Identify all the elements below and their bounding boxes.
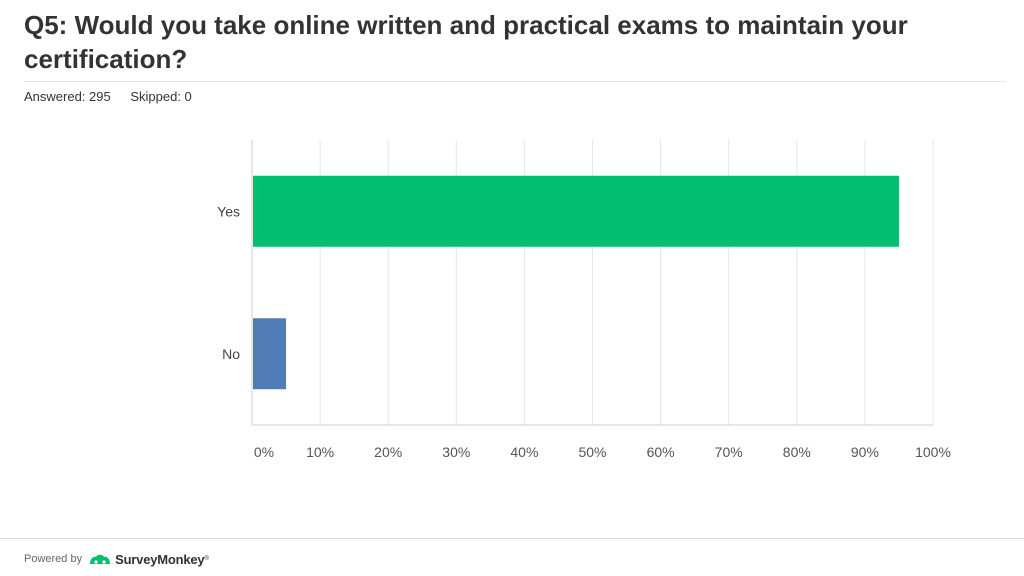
x-tick-label: 30% <box>442 444 470 460</box>
question-title: Q5: Would you take online written and pr… <box>24 10 908 74</box>
trademark-mark: ® <box>204 556 209 562</box>
footer: Powered by SurveyMonkey ® <box>24 548 209 570</box>
surveymonkey-icon <box>90 554 111 564</box>
brand-name: SurveyMonkey <box>115 551 205 567</box>
header-divider <box>24 81 1006 82</box>
answered-count: Answered: 295 <box>24 89 111 104</box>
x-tick-label: 70% <box>715 444 743 460</box>
surveymonkey-logo[interactable]: SurveyMonkey ® <box>88 551 209 567</box>
powered-by-label: Powered by <box>24 553 83 565</box>
footer-divider <box>0 538 1024 539</box>
x-tick-label: 0% <box>254 444 274 460</box>
category-label: Yes <box>217 203 240 219</box>
bar-yes <box>253 175 899 247</box>
x-tick-label: 10% <box>306 444 334 460</box>
bar-no <box>253 318 287 390</box>
skipped-count: Skipped: 0 <box>130 89 192 104</box>
x-tick-label: 90% <box>851 444 879 460</box>
x-tick-label: 60% <box>647 444 675 460</box>
response-stats: Answered: 295 Skipped: 0 <box>24 89 208 104</box>
x-tick-label: 50% <box>578 444 606 460</box>
x-tick-label: 100% <box>915 444 951 460</box>
x-tick-label: 40% <box>510 444 538 460</box>
x-tick-label: 20% <box>374 444 402 460</box>
category-label: No <box>222 346 240 362</box>
x-tick-label: 80% <box>783 444 811 460</box>
